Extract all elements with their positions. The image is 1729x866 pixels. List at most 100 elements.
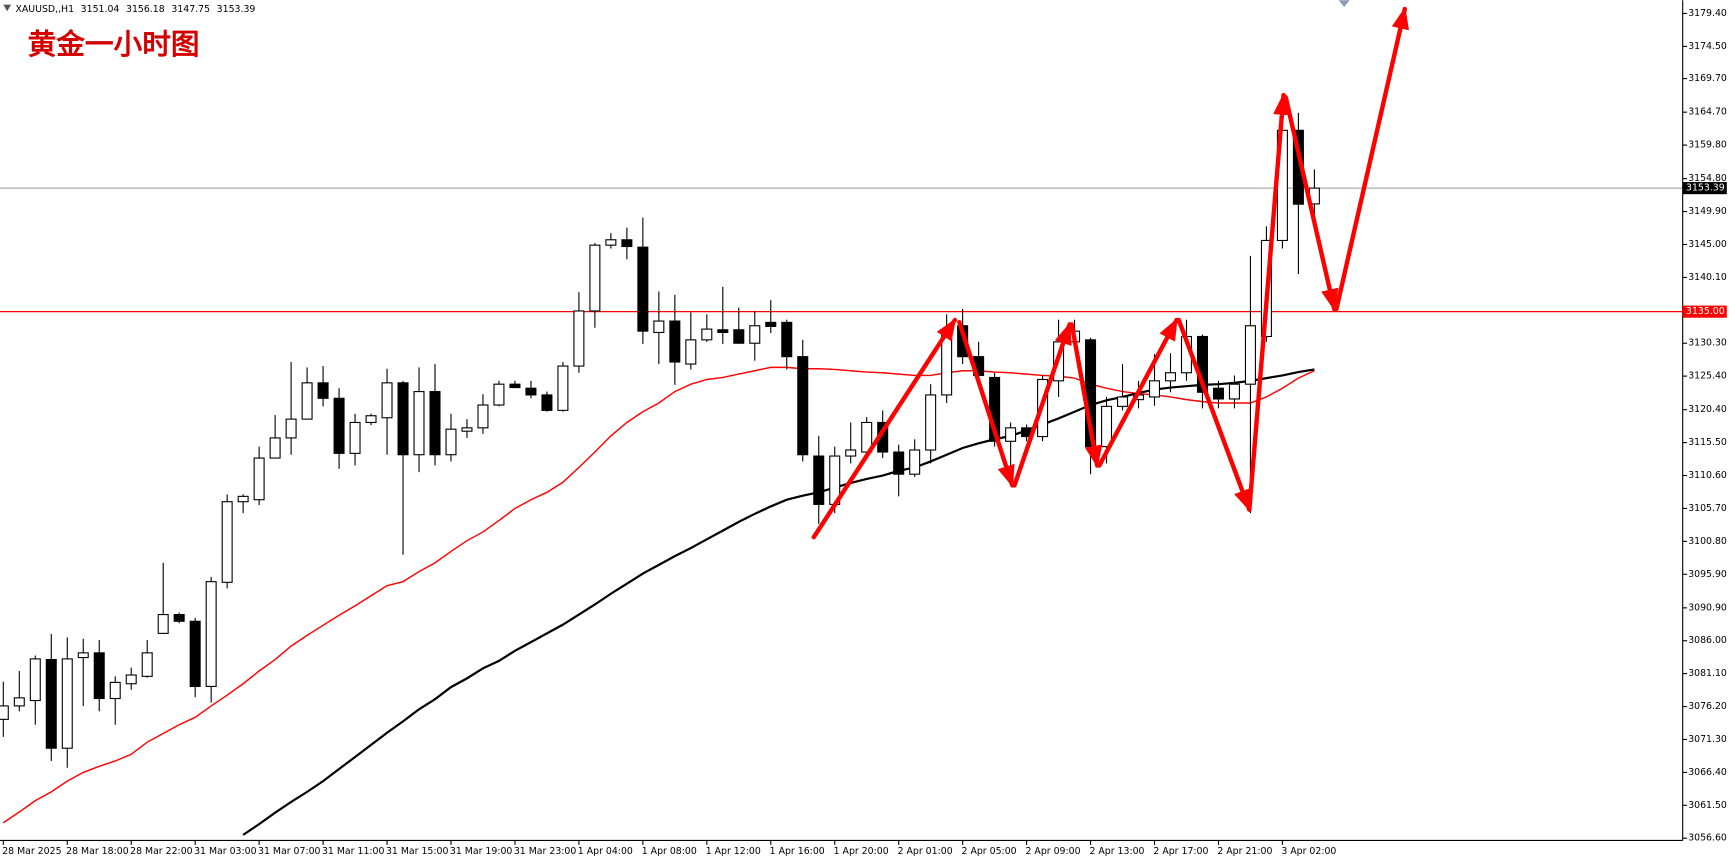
arrow <box>957 319 1015 488</box>
candle-body <box>493 383 505 406</box>
arrow <box>1247 92 1291 512</box>
annotation-title: 黄金一小时图 <box>28 27 200 61</box>
candle-body <box>685 339 697 365</box>
candle-body <box>253 457 265 501</box>
candle-body <box>621 239 633 248</box>
candle-body <box>157 614 169 634</box>
candle-body <box>669 320 681 363</box>
candle-body <box>477 404 489 429</box>
symbol: XAUUSD,,H1 <box>15 4 74 15</box>
x-tick-label: 2 Apr 17:00 <box>1153 846 1208 857</box>
x-tick-label: 31 Mar 11:00 <box>322 846 385 857</box>
candle-body <box>749 325 761 344</box>
candle-body <box>909 449 921 475</box>
candle-body <box>61 658 73 749</box>
y-tick-label: 3105.70 <box>1688 503 1727 514</box>
candle-body <box>141 652 153 677</box>
candle-body <box>541 394 553 411</box>
candle-body <box>781 321 793 358</box>
candle-body <box>893 451 905 475</box>
level-label: 3135.00 <box>1686 306 1725 317</box>
candle-body <box>189 620 201 687</box>
candle-body <box>733 329 745 344</box>
candle-body <box>1164 372 1177 382</box>
candle-body <box>573 310 585 367</box>
candle-body <box>509 383 521 389</box>
x-tick-label: 1 Apr 16:00 <box>770 846 825 857</box>
candle-body <box>429 391 441 456</box>
candle-body <box>813 455 825 505</box>
header-close: 3153.39 <box>217 4 256 15</box>
arrow <box>1176 317 1252 512</box>
candle-body <box>1228 383 1240 400</box>
y-tick-label: 3125.40 <box>1688 371 1727 382</box>
candle-body <box>0 705 9 720</box>
candle-body <box>13 697 25 707</box>
shift-marker <box>1338 0 1350 7</box>
bid-label-box <box>1682 182 1727 195</box>
candle-body <box>349 421 361 454</box>
x-tick-label: 2 Apr 21:00 <box>1217 846 1272 857</box>
menu-icon <box>3 4 12 12</box>
candle-body <box>605 239 617 246</box>
candle-body <box>701 328 713 341</box>
candle-body <box>77 652 89 659</box>
candle-body <box>317 382 329 399</box>
y-tick-label: 3149.90 <box>1688 206 1727 217</box>
x-tick-label: 1 Apr 20:00 <box>834 846 889 857</box>
candle-body <box>637 246 649 332</box>
x-tick-label: 3 Apr 02:00 <box>1281 846 1336 857</box>
y-tick-label: 3071.30 <box>1688 734 1727 745</box>
x-tick-label: 1 Apr 12:00 <box>706 846 761 857</box>
header: XAUUSD,,H1 3151.04 3156.18 3147.75 3153.39 <box>15 4 255 15</box>
arrow <box>1283 95 1339 312</box>
candle-body <box>1148 380 1161 398</box>
y-tick-label: 3130.30 <box>1688 338 1727 349</box>
candle-body <box>765 321 777 327</box>
y-tick-label: 3076.20 <box>1688 701 1727 712</box>
candle-body <box>109 681 121 700</box>
candle-body <box>333 397 345 454</box>
x-tick-label: 2 Apr 09:00 <box>1025 846 1080 857</box>
level-label-box <box>1682 305 1727 318</box>
candle-body <box>397 382 409 456</box>
candle-body <box>365 415 377 424</box>
x-tick-label: 31 Mar 15:00 <box>386 846 449 857</box>
x-tick-label: 31 Mar 23:00 <box>514 846 577 857</box>
x-tick-label: 28 Mar 2025 <box>2 846 61 857</box>
header-high: 3156.18 <box>126 4 165 15</box>
candle-body <box>589 244 601 312</box>
candle-body <box>45 659 57 749</box>
y-tick-label: 3061.50 <box>1688 800 1727 811</box>
candle-body <box>653 320 665 334</box>
candle-body <box>205 581 217 687</box>
plot-area <box>0 112 1683 836</box>
candle-body <box>1212 387 1224 400</box>
y-tick-label: 3100.80 <box>1688 536 1727 547</box>
y-tick-label: 3095.90 <box>1688 569 1727 580</box>
candle-body <box>925 394 937 451</box>
candle-body <box>125 674 137 685</box>
y-tick-label: 3066.40 <box>1688 767 1727 778</box>
x-tick-label: 1 Apr 04:00 <box>578 846 633 857</box>
y-tick-label: 3120.40 <box>1688 404 1727 415</box>
candle-body <box>461 427 473 432</box>
candle-body <box>413 391 425 456</box>
candle-body <box>845 449 857 457</box>
y-tick-label: 3086.00 <box>1688 635 1727 646</box>
y-tick-label: 3159.80 <box>1688 140 1727 151</box>
y-tick-label: 3081.10 <box>1688 668 1727 679</box>
candle-body <box>557 365 569 411</box>
candle-body <box>381 382 393 419</box>
candle-body <box>269 437 281 459</box>
candle-body <box>717 329 729 334</box>
header-low: 3147.75 <box>171 4 210 15</box>
y-tick-label: 3164.70 <box>1688 107 1727 118</box>
y-tick-label: 3056.60 <box>1688 833 1727 844</box>
y-tick-label: 3179.40 <box>1688 8 1727 19</box>
bid-label: 3153.39 <box>1686 183 1725 194</box>
annotation-arrows <box>811 6 1410 540</box>
x-tick-label: 2 Apr 05:00 <box>962 846 1017 857</box>
